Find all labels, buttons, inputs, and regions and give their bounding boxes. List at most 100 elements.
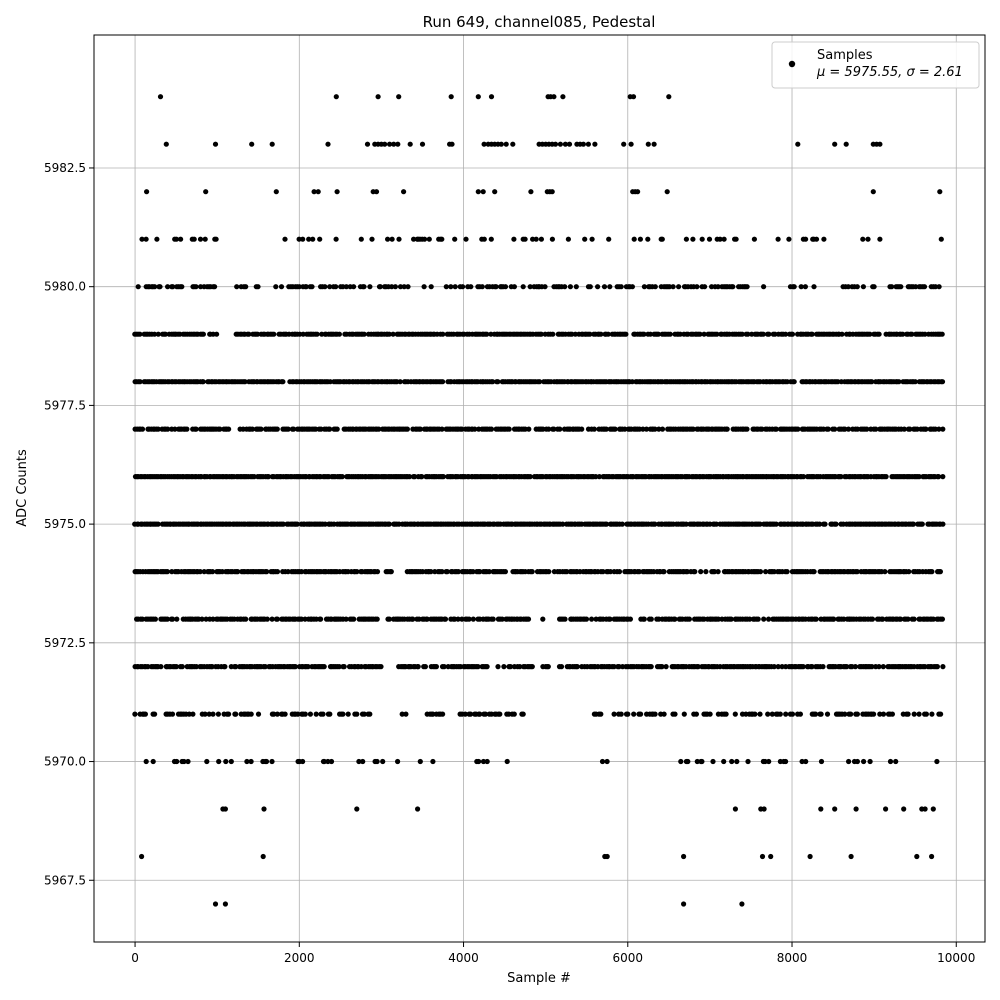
data-point [203,616,209,622]
data-point [869,616,876,622]
data-point [732,711,738,717]
data-point [439,426,445,432]
data-point [666,94,672,100]
data-point [443,284,449,290]
data-point [889,711,896,717]
data-point [821,236,827,242]
data-point [797,711,804,717]
data-point [923,711,930,717]
data-point [340,711,346,717]
data-point [783,331,789,337]
data-point [648,664,654,670]
data-point [934,664,941,670]
data-point [611,664,617,670]
data-point [912,379,918,385]
data-point [560,521,566,527]
data-point [525,616,532,622]
data-point [212,901,219,907]
data-point [760,331,766,337]
data-point [204,758,210,765]
data-point [686,616,693,622]
data-point [243,616,249,622]
data-point [296,284,302,290]
data-point [278,284,285,290]
data-point [364,141,371,147]
data-point [628,141,634,147]
data-point [191,236,197,242]
data-point [522,236,528,242]
data-point [887,758,894,765]
data-point [607,284,613,290]
data-point [880,664,886,670]
data-point [854,758,861,765]
legend: Samples μ = 5975.55, σ = 2.61 [771,41,980,89]
data-point [480,189,486,195]
data-point [530,236,536,242]
data-point [832,806,838,812]
data-point [448,94,454,100]
data-point [273,189,279,195]
data-point [527,474,533,480]
data-point [197,236,204,242]
data-point [356,758,362,765]
data-point [507,664,514,670]
data-point [567,284,574,290]
data-point [291,426,297,432]
y-tick-label: 5967.5 [44,873,86,887]
data-point [641,331,647,337]
data-point [411,236,417,242]
data-point [233,664,239,670]
data-point [621,141,627,147]
data-point [916,711,922,717]
data-point [422,664,428,670]
data-point [761,616,767,622]
data-point [306,236,312,242]
x-tick-label: 2000 [284,951,315,965]
data-point [280,379,286,385]
data-point [173,236,179,242]
y-tick-label: 5980.0 [44,280,86,294]
data-point [202,711,208,717]
data-point [702,284,708,290]
data-point [142,711,148,717]
data-point [490,379,496,385]
data-point [475,94,481,100]
data-point [503,141,509,147]
data-point [215,711,221,717]
data-point [213,236,219,242]
data-point [910,521,917,527]
data-point [870,189,876,195]
data-point [444,569,450,575]
data-point [714,331,720,337]
data-point [410,616,416,622]
data-point [647,331,654,337]
data-point [463,236,469,242]
data-point [848,853,854,860]
data-point [264,616,270,622]
data-point [248,711,254,717]
data-point [314,331,320,337]
data-point [596,474,603,480]
data-point [766,331,772,337]
data-point [759,853,766,860]
data-point [661,711,667,717]
data-point [854,711,861,717]
data-point [440,379,446,385]
data-point [940,521,946,527]
data-point [481,236,487,242]
y-tick-label: 5975.0 [44,517,86,531]
data-point [919,521,925,527]
data-point [562,616,568,622]
data-point [459,426,465,432]
data-point [914,853,920,860]
x-tick-label: 6000 [613,951,644,965]
data-point [564,569,570,575]
data-point [721,236,727,242]
data-point [468,711,474,717]
data-point [442,616,449,622]
data-point [775,664,781,670]
data-point [504,758,510,765]
data-point [484,664,490,670]
data-point [354,569,360,575]
data-point [607,616,613,622]
